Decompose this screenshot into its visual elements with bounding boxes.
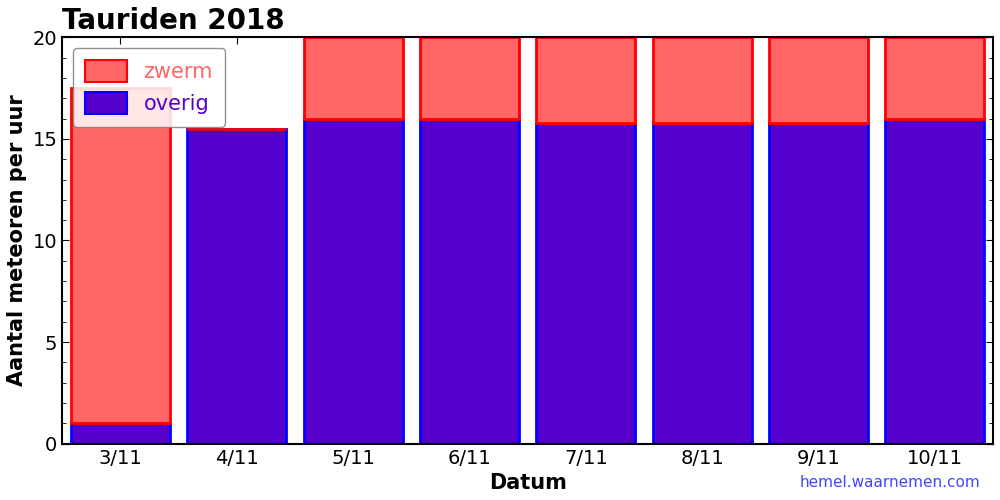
Bar [420, 118, 519, 444]
Bar [304, 118, 403, 444]
Bar [71, 88, 170, 424]
Legend: zwerm, overig: zwerm, overig [73, 48, 225, 126]
Bar [769, 38, 868, 122]
Bar [653, 38, 752, 122]
Text: Tauriden 2018: Tauriden 2018 [62, 7, 285, 35]
Y-axis label: Aantal meteoren per uur: Aantal meteoren per uur [7, 94, 27, 387]
Bar [187, 128, 286, 444]
Bar [769, 122, 868, 444]
Bar [885, 38, 984, 118]
Bar [536, 38, 635, 122]
Bar [71, 424, 170, 444]
Text: hemel.waarnemen.com: hemel.waarnemen.com [799, 475, 980, 490]
Bar [536, 122, 635, 444]
Bar [304, 38, 403, 118]
Bar [420, 38, 519, 118]
X-axis label: Datum: Datum [489, 473, 567, 493]
Bar [653, 122, 752, 444]
Bar [885, 118, 984, 444]
